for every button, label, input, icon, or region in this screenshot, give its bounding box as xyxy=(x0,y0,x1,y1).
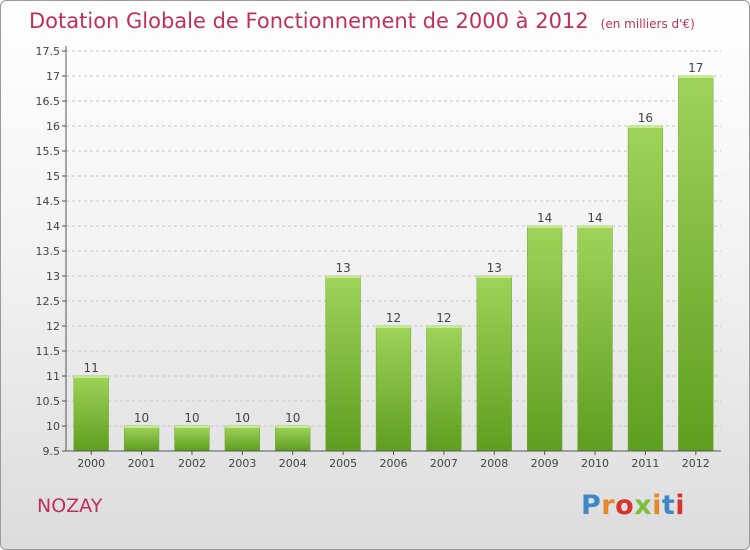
bar-2001 xyxy=(123,425,160,452)
chart-title-text: Dotation Globale de Fonctionnement de 20… xyxy=(29,9,589,33)
bars: 11 10 10 10 10 13 12 12 13 14 14 16 17 xyxy=(73,61,714,452)
y-tick-label: 15 xyxy=(46,170,60,183)
bar-highlight xyxy=(678,76,714,78)
x-tick-label: 2004 xyxy=(279,457,307,470)
bar-2007 xyxy=(426,325,462,452)
bar-2006 xyxy=(375,325,412,452)
bar-highlight xyxy=(325,276,361,278)
x-tick-label: 2003 xyxy=(228,457,256,470)
chart-title: Dotation Globale de Fonctionnement de 20… xyxy=(29,9,695,33)
bar-highlight xyxy=(73,376,109,378)
data-label: 12 xyxy=(386,311,401,325)
bar-2003 xyxy=(224,425,260,452)
logo-letter: x xyxy=(634,490,653,521)
logo-letter: i xyxy=(652,490,662,521)
bar-highlight xyxy=(174,426,210,428)
bar-highlight xyxy=(224,426,260,428)
logo-letter: t xyxy=(661,490,676,521)
chart-unit: (en milliers d'€) xyxy=(600,17,695,31)
bar-highlight xyxy=(527,226,563,228)
x-tick-label: 2001 xyxy=(128,457,156,470)
y-tick-label: 12 xyxy=(46,320,60,333)
bar-highlight xyxy=(426,326,462,328)
y-tick-label: 13.5 xyxy=(36,245,61,258)
bar-highlight xyxy=(376,326,411,328)
x-tick-label: 2005 xyxy=(329,457,357,470)
y-tick-label: 12.5 xyxy=(36,295,61,308)
bar-2010 xyxy=(577,225,613,452)
y-tick-label: 9.5 xyxy=(43,445,61,458)
y-tick-label: 14.5 xyxy=(36,195,61,208)
bar-highlight xyxy=(628,126,663,128)
x-tick-label: 2008 xyxy=(480,457,508,470)
bar-2005 xyxy=(325,275,361,452)
x-tick-label: 2002 xyxy=(178,457,206,470)
y-tick-label: 14 xyxy=(46,220,60,233)
y-tick-label: 10.5 xyxy=(36,395,61,408)
y-tick-label: 16 xyxy=(46,120,60,133)
x-tick-label: 2012 xyxy=(682,457,710,470)
bar-2000 xyxy=(73,375,109,452)
data-label: 13 xyxy=(487,261,502,275)
logo-letter: i xyxy=(675,490,686,521)
bar-2009 xyxy=(527,225,563,452)
proxiti-logo: Proxiti xyxy=(581,490,685,521)
bar-highlight xyxy=(476,276,512,278)
bar-2004 xyxy=(275,425,311,452)
y-tick-label: 17 xyxy=(46,70,60,83)
x-tick-label: 2009 xyxy=(531,457,559,470)
logo-letter: r xyxy=(601,490,616,521)
bar-highlight xyxy=(124,426,159,428)
y-tick-label: 10 xyxy=(46,420,60,433)
logo-letter: o xyxy=(615,490,635,521)
bar-2012 xyxy=(678,75,714,452)
bar-2002 xyxy=(174,425,210,452)
data-label: 16 xyxy=(638,111,653,125)
data-label: 10 xyxy=(184,411,199,425)
data-label: 14 xyxy=(587,211,602,225)
y-tick-label: 15.5 xyxy=(36,145,61,158)
commune-name: NOZAY xyxy=(37,495,103,517)
bar-2011 xyxy=(627,125,664,452)
bar-highlight xyxy=(275,426,311,428)
x-tick-label: 2006 xyxy=(380,457,408,470)
data-label: 11 xyxy=(84,361,99,375)
data-label: 10 xyxy=(285,411,300,425)
y-tick-label: 13 xyxy=(46,270,60,283)
data-label: 10 xyxy=(134,411,149,425)
data-label: 14 xyxy=(537,211,552,225)
y-tick-label: 16.5 xyxy=(36,95,61,108)
data-label: 12 xyxy=(436,311,451,325)
x-tick-label: 2011 xyxy=(631,457,659,470)
data-label: 13 xyxy=(335,261,350,275)
x-tick-label: 2000 xyxy=(77,457,105,470)
y-tick-label: 11 xyxy=(46,370,60,383)
data-label: 17 xyxy=(688,61,703,75)
y-tick-label: 17.5 xyxy=(36,45,61,58)
data-label: 10 xyxy=(235,411,250,425)
axes: 9.5 10 10.5 11 11.5 12 12.5 13 13.5 14 14.5 15 15.5 1… xyxy=(36,45,721,470)
x-tick-label: 2007 xyxy=(430,457,458,470)
y-tick-label: 11.5 xyxy=(36,345,61,358)
x-tick-label: 2010 xyxy=(581,457,609,470)
bar-2008 xyxy=(476,275,512,452)
logo-letter: P xyxy=(581,490,602,521)
bar-highlight xyxy=(577,226,613,228)
